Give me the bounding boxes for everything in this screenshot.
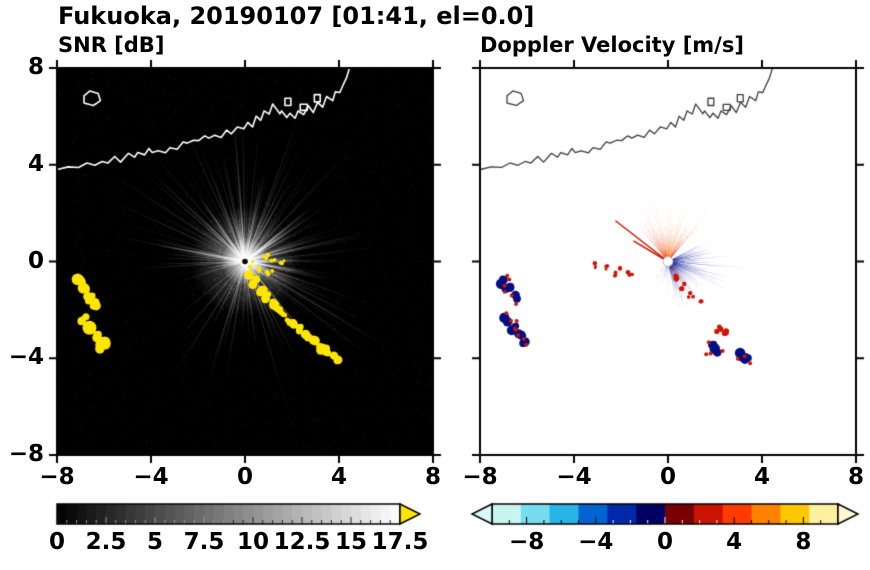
y-axis-tick-label: −4 bbox=[8, 344, 44, 371]
x-axis-tick-label: 0 bbox=[659, 464, 676, 490]
doppler-plot bbox=[470, 58, 866, 465]
x-axis-tick-label: 4 bbox=[753, 464, 770, 490]
snr-colorbar bbox=[47, 498, 443, 528]
doppler-colorbar-tick-label: 8 bbox=[795, 529, 812, 555]
snr-panel-title: SNR [dB] bbox=[58, 33, 165, 57]
x-axis-tick-label: 4 bbox=[330, 464, 347, 490]
y-axis-tick-label: 8 bbox=[27, 54, 44, 80]
x-axis-tick-label: −8 bbox=[462, 464, 498, 490]
snr-colorbar-tick-label: 0 bbox=[48, 529, 65, 555]
snr-colorbar-tick-label: 12.5 bbox=[273, 529, 331, 555]
y-axis-tick-label: −8 bbox=[8, 441, 44, 467]
doppler-colorbar-tick-label: −4 bbox=[578, 529, 614, 555]
doppler-panel-title: Doppler Velocity [m/s] bbox=[480, 33, 744, 57]
snr-colorbar-tick-label: 5 bbox=[146, 529, 163, 555]
y-axis-tick-label: 4 bbox=[27, 150, 44, 177]
y-axis-tick-label: 0 bbox=[27, 247, 44, 274]
snr-colorbar-tick-label: 7.5 bbox=[183, 529, 225, 555]
x-axis-tick-label: 8 bbox=[847, 464, 864, 490]
x-axis-tick-label: 0 bbox=[236, 464, 253, 490]
x-axis-tick-label: −4 bbox=[556, 464, 592, 490]
figure-title: Fukuoka, 20190107 [01:41, el=0.0] bbox=[58, 2, 535, 30]
doppler-colorbar-tick-label: 4 bbox=[726, 529, 743, 555]
snr-colorbar-tick-label: 17.5 bbox=[371, 529, 429, 555]
snr-colorbar-tick-label: 15 bbox=[334, 529, 367, 555]
x-axis-tick-label: −8 bbox=[39, 464, 75, 490]
snr-plot bbox=[47, 58, 443, 465]
snr-colorbar-tick-label: 10 bbox=[236, 529, 269, 555]
x-axis-tick-label: −4 bbox=[133, 464, 169, 490]
doppler-colorbar-tick-label: 0 bbox=[656, 529, 673, 555]
snr-colorbar-tick-label: 2.5 bbox=[85, 529, 127, 555]
doppler-colorbar-tick-label: −8 bbox=[508, 529, 545, 555]
x-axis-tick-label: 8 bbox=[424, 464, 441, 490]
doppler-colorbar bbox=[460, 498, 870, 528]
